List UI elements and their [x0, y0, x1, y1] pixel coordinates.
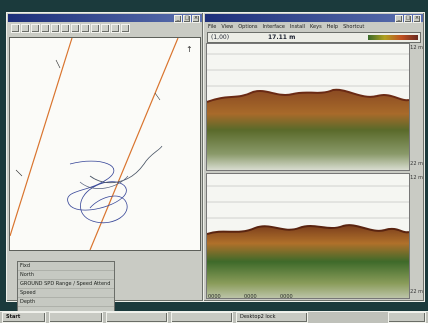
maximize-button[interactable]: □	[404, 15, 412, 23]
menu-interface[interactable]: Interface	[262, 24, 285, 30]
navigation-toolbar	[9, 23, 201, 34]
bottom-bottom-depth-label: 22 m	[410, 289, 423, 295]
taskbar-item[interactable]: Desktop2 lock	[236, 312, 308, 323]
status-field: 0000	[208, 294, 221, 300]
top-bottom-depth-label: 22 m	[410, 161, 423, 167]
readout-bar: (1,00) 17.11 m	[207, 32, 421, 43]
tool-button[interactable]	[11, 24, 20, 33]
status-field: 0000	[244, 294, 257, 300]
taskbar-item[interactable]	[171, 312, 233, 323]
info-label: Depth	[20, 299, 36, 305]
start-button[interactable]: Start	[2, 312, 46, 323]
navigation-plot[interactable]: ↑	[9, 37, 201, 251]
info-label: Speed	[20, 290, 36, 296]
tool-button[interactable]	[71, 24, 80, 33]
menu-view[interactable]: View	[221, 24, 234, 30]
tool-button[interactable]	[121, 24, 130, 33]
info-panel: Fixd North GROUND SPD Range / Speed Atte…	[17, 261, 115, 313]
seabed-echo	[207, 89, 409, 170]
tool-button[interactable]	[31, 24, 40, 33]
taskbar-item[interactable]	[106, 312, 168, 323]
tool-button[interactable]	[21, 24, 30, 33]
close-button[interactable]: ×	[192, 15, 200, 23]
taskbar-item[interactable]	[49, 312, 103, 323]
info-row: Speed	[18, 289, 114, 298]
top-max-depth-label: 12 m	[410, 45, 423, 51]
tool-button[interactable]	[101, 24, 110, 33]
minimize-button[interactable]: _	[174, 15, 182, 23]
color-scale	[368, 35, 418, 40]
info-label: GROUND SPD Range / Speed Attend	[20, 281, 111, 287]
info-label: Fixd	[20, 263, 31, 269]
echosounder-window: _ □ × File View Options Interface Instal…	[203, 12, 425, 302]
line-marker	[154, 92, 161, 101]
echogram-bottom[interactable]	[206, 173, 410, 299]
info-row: GROUND SPD Range / Speed Attend	[18, 280, 114, 289]
close-button[interactable]: ×	[413, 15, 421, 23]
navigation-window: _ □ × ↑ Fixd North GR	[6, 12, 204, 313]
tool-button[interactable]	[41, 24, 50, 33]
menu-install[interactable]: Install	[289, 24, 305, 30]
tool-button[interactable]	[111, 24, 120, 33]
menu-options[interactable]: Options	[238, 24, 258, 30]
info-label: North	[20, 272, 34, 278]
echogram-bottom-canvas	[207, 185, 409, 298]
readout-left: (1,00)	[211, 34, 230, 41]
taskbar: Start Desktop2 lock	[0, 311, 428, 323]
line-marker	[15, 169, 23, 177]
boat-track	[67, 160, 128, 224]
system-tray-clock	[388, 312, 426, 323]
survey-line-right	[89, 37, 179, 251]
tool-button[interactable]	[91, 24, 100, 33]
north-arrow-icon: ↑	[186, 45, 193, 54]
line-marker	[55, 59, 61, 69]
boat-track-overlap	[79, 175, 129, 189]
bottom-max-depth-label: 12 m	[410, 175, 423, 181]
navigation-window-titlebar[interactable]: _ □ ×	[8, 14, 202, 23]
echosounder-window-titlebar[interactable]: _ □ ×	[205, 14, 423, 23]
echogram-top[interactable]	[206, 43, 410, 171]
menu-help[interactable]: Help	[326, 24, 339, 30]
status-field: 0000	[280, 294, 293, 300]
navigation-plot-canvas: ↑	[9, 37, 193, 251]
tool-button[interactable]	[81, 24, 90, 33]
boat-track-tail	[89, 145, 163, 184]
tool-button[interactable]	[61, 24, 70, 33]
echosounder-menubar: File View Options Interface Install Keys…	[206, 23, 422, 31]
minimize-button[interactable]: _	[395, 15, 403, 23]
info-row: North	[18, 271, 114, 280]
survey-line-left	[9, 37, 73, 237]
maximize-button[interactable]: □	[183, 15, 191, 23]
menu-shortcut[interactable]: Shortcut	[343, 24, 365, 30]
info-row: Depth	[18, 298, 114, 307]
info-row: Fixd	[18, 262, 114, 271]
echogram-top-canvas	[207, 53, 409, 170]
seabed-echo	[207, 225, 409, 298]
seabed-line	[207, 88, 409, 103]
depth-readout: 17.11 m	[268, 34, 296, 41]
tool-button[interactable]	[51, 24, 60, 33]
menu-file[interactable]: File	[208, 24, 217, 30]
seabed-line	[207, 224, 409, 235]
menu-keys[interactable]: Keys	[310, 24, 322, 30]
